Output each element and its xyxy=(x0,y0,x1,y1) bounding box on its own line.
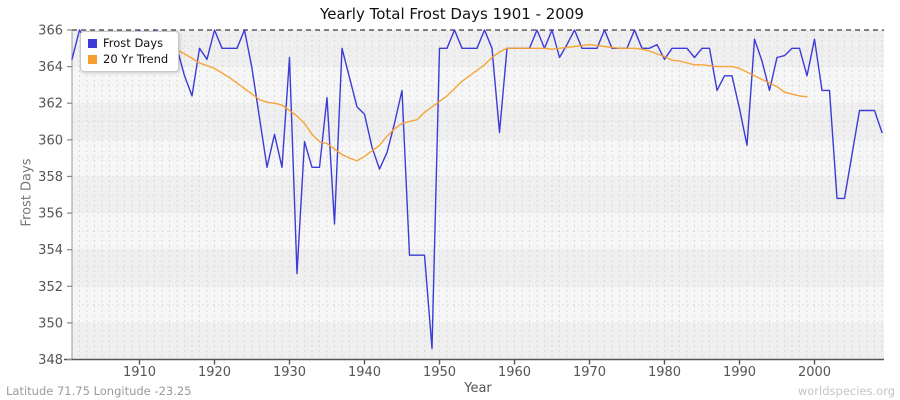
trend-swatch-icon xyxy=(88,54,97,64)
y-tick-label: 356 xyxy=(38,207,63,222)
x-tick-label: 1960 xyxy=(498,365,531,380)
y-tick-label: 366 xyxy=(38,24,63,39)
watermark: worldspecies.org xyxy=(797,384,895,398)
trend-line xyxy=(146,43,808,162)
y-tick-label: 358 xyxy=(38,170,63,185)
chart-title: Yearly Total Frost Days 1901 - 2009 xyxy=(320,5,584,23)
y-tick-label: 352 xyxy=(38,280,63,295)
y-tick-label: 364 xyxy=(38,60,63,75)
y-tick-label: 348 xyxy=(38,353,63,368)
x-tick-label: 1980 xyxy=(648,365,681,380)
x-tick-label: 1990 xyxy=(723,365,756,380)
frost-days-swatch-icon xyxy=(88,38,97,48)
y-tick-label: 362 xyxy=(38,97,63,112)
legend-item-trend: 20 Yr Trend xyxy=(88,52,168,66)
legend-label: Frost Days xyxy=(103,36,164,50)
x-tick-label: 1930 xyxy=(273,365,306,380)
coordinates-label: Latitude 71.75 Longitude -23.25 xyxy=(6,384,192,398)
legend-item-frost-days: Frost Days xyxy=(88,36,168,50)
y-axis-title: Frost Days xyxy=(19,158,35,227)
frost-days-line xyxy=(71,29,883,350)
x-tick-label: 1970 xyxy=(573,365,606,380)
legend: Frost Days 20 Yr Trend xyxy=(80,31,180,72)
legend-label: 20 Yr Trend xyxy=(103,52,169,66)
x-axis-title: Year xyxy=(464,381,492,396)
y-tick-label: 360 xyxy=(38,133,63,148)
y-tick-label: 354 xyxy=(38,243,63,258)
x-tick-label: 1920 xyxy=(198,365,231,380)
x-tick-label: 1950 xyxy=(423,365,456,380)
x-tick-label: 2000 xyxy=(798,365,831,380)
x-tick-label: 1910 xyxy=(123,365,156,380)
x-tick-label: 1940 xyxy=(348,365,381,380)
y-tick-label: 350 xyxy=(38,316,63,331)
